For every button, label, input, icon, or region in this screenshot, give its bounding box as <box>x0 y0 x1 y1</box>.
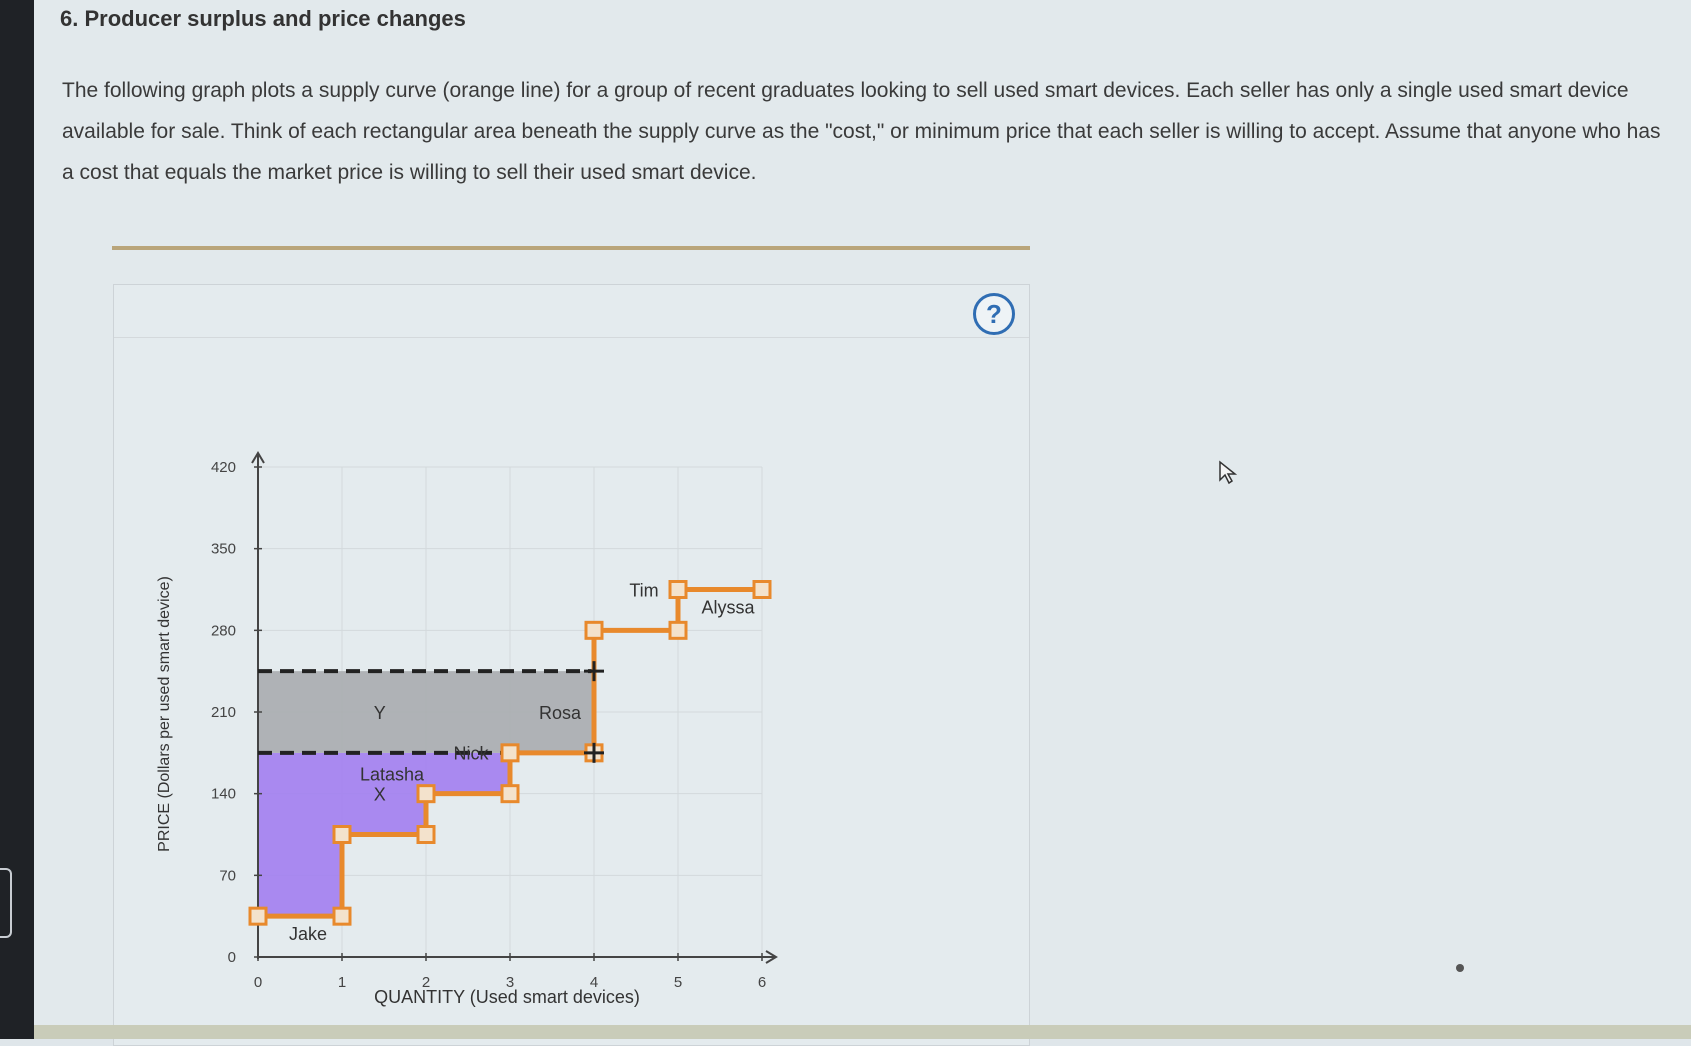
graph-panel: ? 0 70 140 210 280 350 420 0 1 2 3 4 5 6 Jake Latasha N… <box>113 284 1030 1046</box>
question-title: 6. Producer surplus and price changes <box>60 6 466 31</box>
supply-point-handle <box>416 825 436 844</box>
x-tick-label: 4 <box>590 974 598 991</box>
y-tick-label: 210 <box>211 704 236 721</box>
chart-labels: Jake Latasha Nick Rosa Tim Alyssa X Y <box>289 580 756 944</box>
y-tick-label: 0 <box>228 949 236 966</box>
question-text: The following graph plots a supply curve… <box>62 79 1661 184</box>
supply-point-handle <box>752 580 772 599</box>
supply-point-handle <box>584 620 604 640</box>
seller-label: Latasha <box>360 765 425 785</box>
seller-label: Nick <box>454 744 490 764</box>
mouse-pointer-icon <box>1219 460 1238 485</box>
supply-point-handle <box>332 825 352 844</box>
supply-point-handle <box>500 784 520 804</box>
y-tick-label: 420 <box>211 459 236 476</box>
supply-point-handle <box>668 620 688 640</box>
help-button[interactable]: ? <box>973 293 1015 335</box>
supply-point-handle <box>416 784 436 804</box>
panel-header-line <box>114 337 1029 338</box>
supply-point-handle <box>500 743 520 763</box>
y-axis-arrow <box>251 451 265 464</box>
x-tick-label: 1 <box>338 974 346 991</box>
y-tick-label: 280 <box>211 622 236 639</box>
x-tick-label: 2 <box>422 974 430 991</box>
area-label: X <box>374 785 386 805</box>
stray-mark <box>1456 964 1464 972</box>
price-lines <box>258 669 594 755</box>
seller-label: Alyssa <box>701 598 755 618</box>
x-axis-label: QUANTITY (Used smart devices) <box>374 987 640 1007</box>
seller-label: Rosa <box>539 703 582 723</box>
y-tick-label: 70 <box>219 867 236 884</box>
area-label: Y <box>374 703 386 723</box>
supply-point-handle <box>332 906 352 926</box>
seller-label: Tim <box>629 580 658 600</box>
x-axis-arrow <box>765 950 778 964</box>
left-window-edge <box>0 0 34 1039</box>
supply-chart[interactable]: 0 70 140 210 280 350 420 0 1 2 3 4 5 6 Jake Latasha Nic… <box>114 337 1014 1037</box>
x-tick-label: 5 <box>674 974 682 991</box>
supply-point-handle <box>668 580 688 599</box>
x-tick-label: 0 <box>254 974 262 991</box>
chart-grid <box>257 466 763 958</box>
supply-curve[interactable] <box>248 580 772 926</box>
supply-point-handle <box>248 906 268 926</box>
y-tick-label: 140 <box>211 786 236 803</box>
section-divider <box>112 246 1030 250</box>
edge-notch <box>0 868 12 938</box>
x-tick-label: 3 <box>506 974 514 991</box>
x-tick-label: 6 <box>758 974 766 991</box>
page-footer-strip <box>34 1025 1691 1039</box>
y-tick-label: 350 <box>211 541 236 558</box>
question-page: 6. Producer surplus and price changes Th… <box>34 0 1691 1046</box>
y-axis-label: PRICE (Dollars per used smart device) <box>156 576 173 852</box>
seller-label: Jake <box>289 924 327 944</box>
chart-axes: 0 70 140 210 280 350 420 0 1 2 3 4 5 6 <box>211 451 778 991</box>
area-y <box>258 671 594 753</box>
